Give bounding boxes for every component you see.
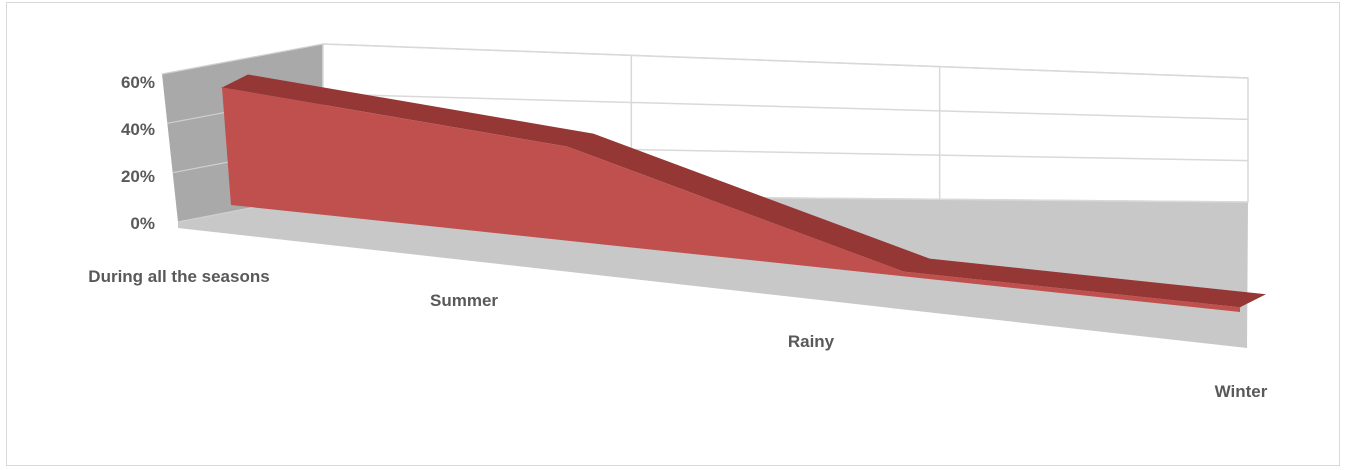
y-tick-label-0: 0% bbox=[130, 214, 155, 233]
area-series bbox=[221, 74, 1266, 312]
x-category-label-0: During all the seasons bbox=[88, 267, 269, 286]
y-tick-label-1: 20% bbox=[121, 167, 155, 186]
y-tick-label-2: 40% bbox=[121, 120, 155, 139]
data-point-0 bbox=[221, 87, 223, 88]
x-category-label-3: Winter bbox=[1215, 382, 1268, 401]
y-tick-label-3: 60% bbox=[121, 73, 155, 92]
data-point-1 bbox=[566, 146, 568, 148]
side-gridline-3 bbox=[161, 43, 324, 75]
area-front-face bbox=[222, 87, 1240, 312]
x-category-label-1: Summer bbox=[430, 291, 498, 310]
gridline-2 bbox=[322, 93, 1249, 121]
gridline-3 bbox=[322, 43, 1249, 79]
x-category-label-2: Rainy bbox=[788, 332, 835, 351]
floor bbox=[178, 194, 1248, 352]
data-point-2 bbox=[903, 271, 905, 273]
y-axis-tick-labels: 0% 20% 40% 60% bbox=[121, 73, 155, 233]
data-point-3 bbox=[1239, 306, 1241, 308]
x-axis-category-labels: During all the seasons Summer Rainy Wint… bbox=[88, 267, 1267, 401]
area-top-face bbox=[222, 74, 1266, 308]
